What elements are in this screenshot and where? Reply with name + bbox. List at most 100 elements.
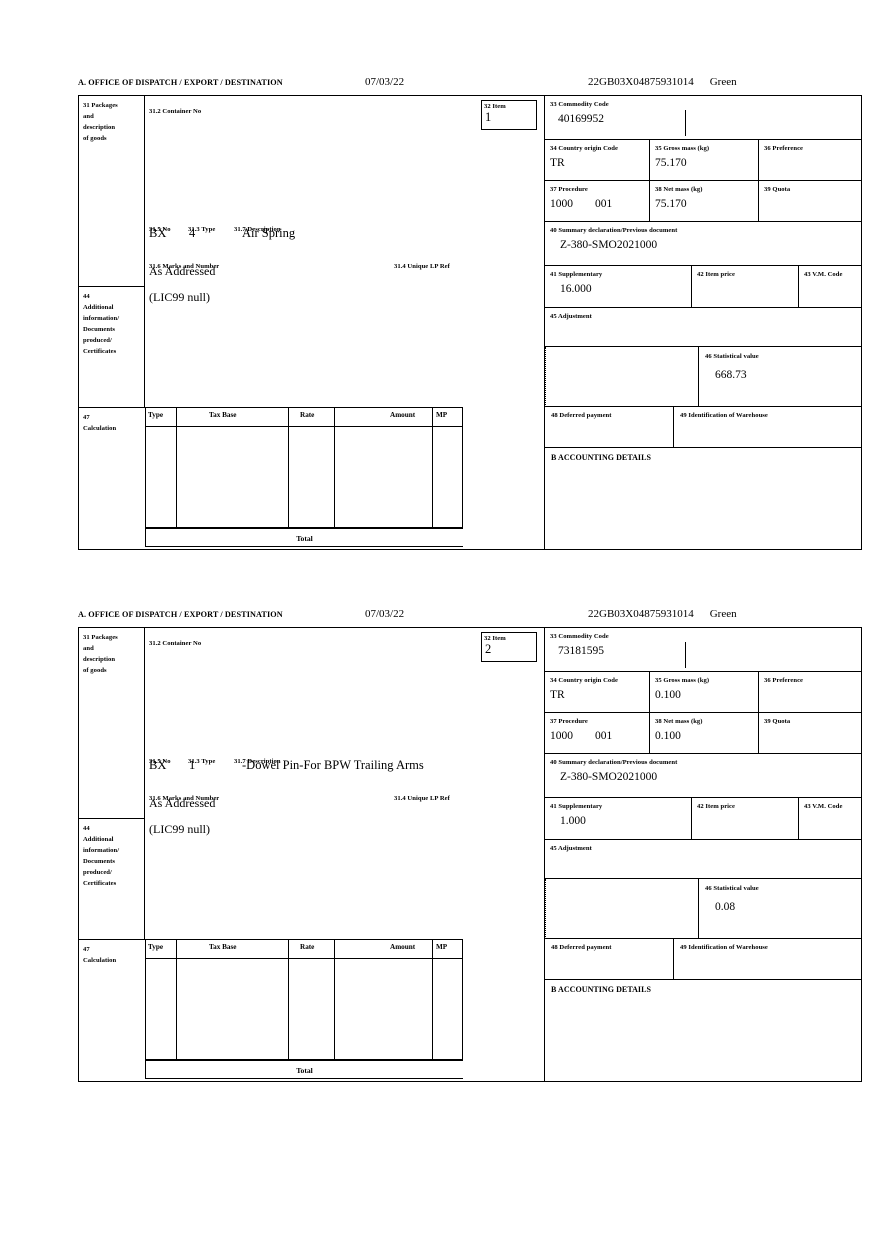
box-31-label-2: description xyxy=(83,124,116,131)
box-31-label-1: and xyxy=(83,113,94,120)
box-33-inner-divider xyxy=(685,642,686,668)
box-31-label-0: 31 Packages xyxy=(83,634,118,641)
calculation-col-rate xyxy=(289,407,335,528)
box-44-label-2: information/ xyxy=(83,315,120,322)
box-45-lower-blank xyxy=(545,347,698,407)
box-31-2-container-label: 31.2 Container No xyxy=(149,640,202,647)
main-vertical-divider xyxy=(544,628,545,939)
box-31-7-description-value: Air Spring xyxy=(242,226,296,240)
box-b-accounting-details: B ACCOUNTING DETAILS xyxy=(544,448,861,549)
box-46-statistical-value: 46 Statistical value 0.08 xyxy=(698,879,861,939)
box-33-commodity-code: 33 Commodity Code 73181595 xyxy=(544,628,861,672)
box-32-item: 32 Item 1 xyxy=(481,100,537,130)
calculation-col-tax-base xyxy=(177,407,289,528)
box-31-7-description-value: -Dowel Pin-For BPW Trailing Arms xyxy=(242,758,424,772)
box-31-stub: 31 Packages and description of goods xyxy=(79,96,145,286)
box-33-value: 40169952 xyxy=(558,113,604,125)
box-44-stub: 44 Additional information/ Documents pro… xyxy=(79,818,145,939)
box-31-5-no-value: BX xyxy=(149,758,167,772)
box-34-country-origin: 34 Country origin Code TR xyxy=(544,672,649,713)
box-46-dotted-left xyxy=(545,347,546,407)
box-31-6-marks-value: As Addressed xyxy=(149,264,216,278)
box-31-3-type-label: 31.3 Type xyxy=(188,226,216,233)
lane-value: Green xyxy=(709,608,737,620)
calculation-col-rate xyxy=(289,939,335,1060)
box-33-inner-divider xyxy=(685,110,686,136)
declaration-date: 07/03/22 xyxy=(365,608,405,620)
box-48-deferred-payment: 48 Deferred payment xyxy=(544,407,673,448)
box-38-net-mass: 38 Net mass (kg) 75.170 xyxy=(649,181,758,222)
box-44-label-4: produced/ xyxy=(83,869,112,876)
calculation-header-amount: Amount xyxy=(390,411,416,419)
calculation-header-mp: MP xyxy=(436,411,448,419)
box-46-statistical-value: 46 Statistical value 668.73 xyxy=(698,347,861,407)
calculation-header-tax-base: Tax Base xyxy=(209,943,237,951)
form-body: 31 Packages and description of goods 44 … xyxy=(78,95,862,550)
office-of-dispatch-label: A. OFFICE OF DISPATCH / EXPORT / DESTINA… xyxy=(78,78,283,87)
calculation-col-type xyxy=(145,939,177,1060)
calculation-col-tax-base xyxy=(177,939,289,1060)
box-49-warehouse-identification: 49 Identification of Warehouse xyxy=(673,939,861,980)
box-44-label-4: produced/ xyxy=(83,337,112,344)
box-44-label-1: Additional xyxy=(83,836,114,843)
box-46-dotted-top xyxy=(545,878,700,879)
box-31-3-type-label: 31.3 Type xyxy=(188,758,216,765)
box-45-lower-blank xyxy=(545,879,698,939)
form-body: 31 Packages and description of goods 44 … xyxy=(78,627,862,1082)
box-31-3-type-value: 4 xyxy=(189,226,196,240)
box-44-label-5: Certificates xyxy=(83,348,117,355)
box-49-warehouse-identification: 49 Identification of Warehouse xyxy=(673,407,861,448)
box-44-label-3: Documents xyxy=(83,326,115,333)
calculation-total-row: Total xyxy=(145,528,463,547)
box-34-country-origin: 34 Country origin Code TR xyxy=(544,140,649,181)
calculation-header-tax-base: Tax Base xyxy=(209,411,237,419)
calculation-header-mp: MP xyxy=(436,943,448,951)
box-32-item: 32 Item 2 xyxy=(481,632,537,662)
box-47-label-0: 47 xyxy=(83,946,90,953)
box-39-quota: 39 Quota xyxy=(758,181,861,222)
calculation-grid-outline xyxy=(145,939,463,1060)
box-31-6-marks-value: As Addressed xyxy=(149,796,216,810)
calculation-col-amount xyxy=(335,939,433,1060)
box-31-stub: 31 Packages and description of goods xyxy=(79,628,145,818)
box-35-value: 0.100 xyxy=(655,689,681,701)
box-36-preference: 36 Preference xyxy=(758,672,861,713)
box-31-label-2: description xyxy=(83,656,116,663)
lane-value: Green xyxy=(709,76,737,88)
box-31-label-1: and xyxy=(83,645,94,652)
box-39-quota: 39 Quota xyxy=(758,713,861,754)
box-33-commodity-code: 33 Commodity Code 40169952 xyxy=(544,96,861,140)
office-of-dispatch-label: A. OFFICE OF DISPATCH / EXPORT / DESTINA… xyxy=(78,610,283,619)
box-37-procedure: 37 Procedure 1000 001 xyxy=(544,181,649,222)
box-40-previous-document: 40 Summary declaration/Previous document… xyxy=(544,222,861,266)
box-40-value: Z-380-SMO2021000 xyxy=(560,771,658,783)
calculation-total-row: Total xyxy=(145,1060,463,1079)
calculation-header-type: Type xyxy=(148,943,164,951)
box-37-procedure: 37 Procedure 1000 001 xyxy=(544,713,649,754)
box-31-7-description-label: 31.7 Description xyxy=(234,758,281,765)
box-40-previous-document: 40 Summary declaration/Previous document… xyxy=(544,754,861,798)
box-32-value: 2 xyxy=(485,642,492,656)
box-41-value: 1.000 xyxy=(560,815,586,827)
box-35-gross-mass: 35 Gross mass (kg) 0.100 xyxy=(649,672,758,713)
declaration-form-1: A. OFFICE OF DISPATCH / EXPORT / DESTINA… xyxy=(78,76,862,550)
box-37-value: 1000 xyxy=(550,198,573,210)
box-34-value: TR xyxy=(550,689,565,701)
calculation-total-label: Total xyxy=(296,1066,313,1075)
box-31-4-lpref-label: 31.4 Unique LP Ref xyxy=(394,263,450,270)
box-47-label-1: Calculation xyxy=(83,957,117,964)
box-45-adjustment: 45 Adjustment xyxy=(544,308,861,347)
box-32-label: 32 Item xyxy=(484,103,506,110)
box-31-5-no-value: BX xyxy=(149,226,167,240)
box-44-label-0: 44 xyxy=(83,293,90,300)
box-47-calculation-table: Type Tax Base Rate Amount MP Total xyxy=(145,939,463,1079)
form-header: A. OFFICE OF DISPATCH / EXPORT / DESTINA… xyxy=(78,76,862,95)
calculation-header-rate: Rate xyxy=(300,943,315,951)
box-46-value: 668.73 xyxy=(715,369,747,381)
mrn-and-lane: 22GB03X04875931014 Green xyxy=(588,608,737,620)
box-38-value: 75.170 xyxy=(655,198,687,210)
box-37-value2: 001 xyxy=(595,198,613,210)
mrn-and-lane: 22GB03X04875931014 Green xyxy=(588,76,737,88)
calculation-header-row xyxy=(145,407,463,427)
